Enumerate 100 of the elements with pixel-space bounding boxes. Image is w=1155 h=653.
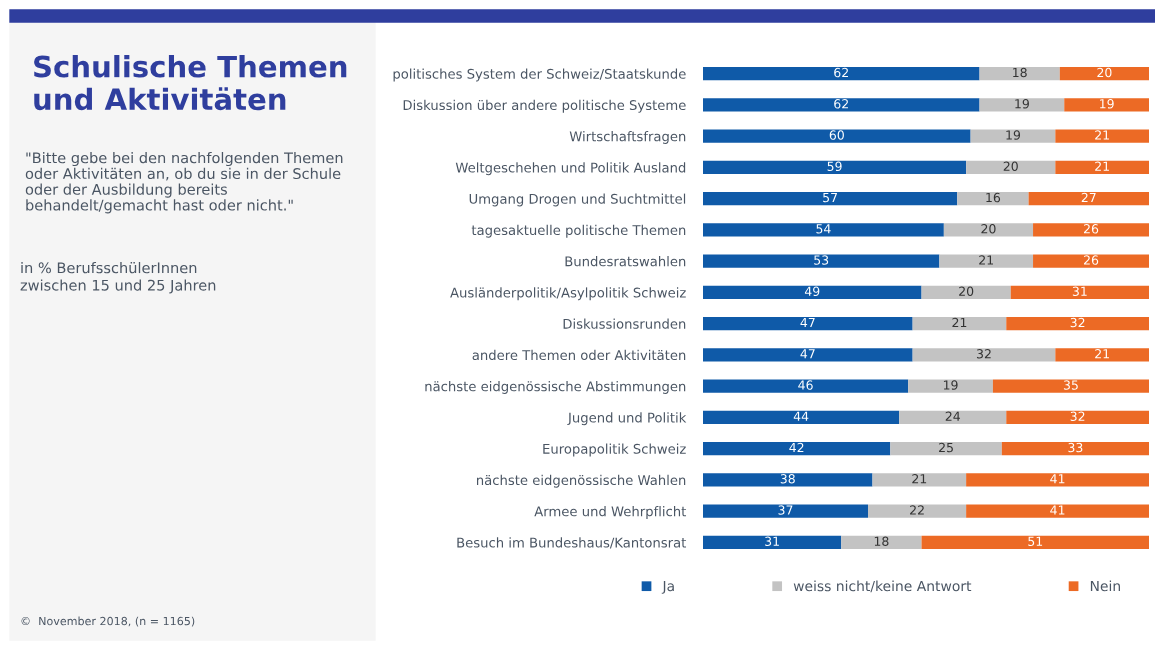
y-tick-label: Diskussionsrunden [563, 318, 686, 329]
bar [921, 285, 1011, 299]
bar [966, 504, 1149, 518]
bar [1010, 285, 1149, 299]
bar [992, 379, 1149, 393]
bar [970, 129, 1056, 143]
y-tick-label: Besuch im Bundeshaus/Kantonsrat [457, 537, 687, 549]
bar [1028, 192, 1149, 206]
bar [1006, 410, 1149, 424]
bar [703, 129, 971, 143]
data-label: 20 [981, 224, 996, 234]
data-label: 19 [1006, 130, 1021, 140]
y-tick-label: Bundesratswahlen [565, 256, 686, 267]
bar [841, 535, 922, 549]
data-label: 24 [945, 411, 961, 421]
y-tick-label: tagesaktuelle politische Themen [471, 224, 686, 238]
data-label: 57 [823, 192, 837, 203]
bar [912, 317, 1007, 331]
data-label: 44 [793, 411, 809, 421]
bar [703, 98, 980, 112]
bar [1055, 129, 1149, 143]
data-label: 20 [1003, 161, 1018, 171]
data-label: 41 [1050, 505, 1065, 515]
data-label: 37 [778, 505, 793, 515]
data-label: 49 [804, 286, 820, 296]
data-label: 21 [952, 317, 967, 328]
y-tick-label: Diskussion über andere politische Systeme [403, 99, 686, 113]
bar [979, 98, 1065, 112]
data-label: 25 [939, 442, 953, 453]
text: in % BerufsschülerInnen zwischen 15 und 25 Jahren [20, 262, 216, 294]
y-tick-label: Weltgeschehen und Politik Ausland [455, 162, 686, 176]
data-label: 26 [1083, 224, 1099, 234]
bar [966, 473, 1149, 487]
bar [868, 504, 967, 518]
bar [1033, 223, 1149, 237]
bar [939, 254, 1034, 268]
data-label: 21 [979, 255, 994, 265]
data-label: 32 [1070, 411, 1085, 421]
data-label: 33 [1068, 442, 1083, 453]
y-tick-label: Ausländerpolitik/Asylpolitik Schweiz [450, 287, 686, 301]
data-label: 21 [1095, 349, 1109, 359]
bar [921, 535, 1149, 549]
bar [899, 410, 1007, 424]
y-tick-label: nächste eidgenössische Abstimmungen [425, 381, 686, 394]
y-tick-label: nächste eidgenössische Wahlen [477, 474, 686, 488]
bar [1064, 98, 1149, 112]
data-label: 20 [959, 286, 974, 296]
bar [703, 535, 842, 549]
data-label: 21 [1095, 130, 1109, 140]
bar [979, 67, 1060, 81]
data-label: 38 [780, 474, 795, 484]
data-label: 42 [789, 442, 804, 453]
bar [703, 223, 944, 237]
y-tick-label: Wirtschaftsfragen [569, 131, 686, 144]
y-tick-label: politisches System der Schweiz/Staatskunde [393, 68, 686, 82]
legend-label: Ja [661, 580, 674, 594]
data-label: 47 [800, 349, 815, 359]
data-label: 47 [800, 317, 815, 328]
bar [703, 160, 967, 174]
data-label: 53 [814, 255, 829, 265]
data-label: 51 [1028, 536, 1043, 546]
data-label: 18 [1013, 67, 1027, 78]
bar [1033, 254, 1149, 268]
bar [703, 473, 873, 487]
bar [1059, 67, 1149, 81]
data-label: 35 [1063, 380, 1078, 390]
data-label: 16 [986, 192, 1001, 203]
bar [703, 379, 909, 393]
data-label: 60 [829, 130, 844, 140]
bar [1055, 160, 1149, 174]
bar [703, 285, 922, 299]
bar [1055, 348, 1149, 362]
bar [957, 192, 1029, 206]
data-label: 27 [1081, 192, 1096, 203]
y-tick-label: Umgang Drogen und Suchtmittel [469, 193, 686, 207]
bar [1006, 317, 1149, 331]
bar [703, 254, 940, 268]
data-label: 22 [910, 505, 924, 515]
data-label: 41 [1050, 474, 1065, 484]
data-label: 62 [834, 99, 848, 109]
data-label: 18 [874, 536, 889, 546]
data-label: 19 [943, 380, 958, 390]
bar [703, 348, 913, 362]
bar [703, 410, 900, 424]
data-label: 32 [1070, 317, 1085, 328]
data-label: 20 [1097, 67, 1112, 78]
bar [912, 348, 1056, 362]
text: "Bitte gebe bei den nachfolgenden Themen oder Aktivitäten an, ob du sie in der Schule oder der Ausbildung bereits behandelt/gemacht hast oder nicht." [25, 152, 343, 214]
bar [943, 223, 1034, 237]
data-label: 62 [834, 67, 848, 78]
data-label: 54 [816, 224, 831, 234]
data-label: 19 [1015, 99, 1029, 109]
bar [1001, 442, 1149, 456]
y-tick-label: Jugend und Politik [567, 412, 687, 426]
data-label: 21 [1095, 161, 1109, 171]
bar [872, 473, 967, 487]
text: Schulische Themen und Aktivitäten [34, 55, 347, 111]
data-label: 21 [912, 474, 927, 484]
bar [703, 317, 913, 331]
data-label: 59 [827, 161, 842, 171]
